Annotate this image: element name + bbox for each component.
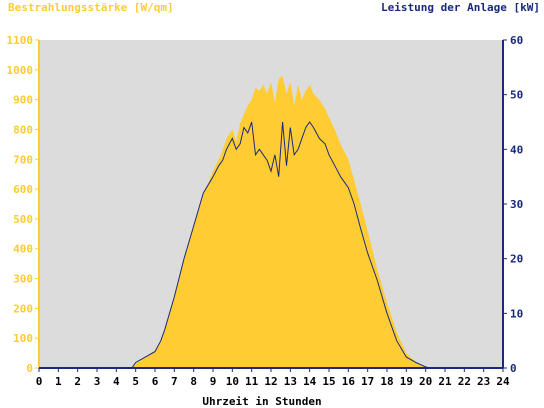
x-tick-label: 7 bbox=[171, 375, 178, 388]
x-tick-label: 1 bbox=[55, 375, 62, 388]
irradiance-area bbox=[39, 75, 503, 369]
x-tick-label: 18 bbox=[380, 375, 393, 388]
x-tick-label: 9 bbox=[210, 375, 217, 388]
right-tick-label: 50 bbox=[510, 89, 523, 102]
left-tick-label: 1100 bbox=[7, 34, 34, 47]
right-tick-label: 20 bbox=[510, 253, 523, 266]
left-tick-label: 300 bbox=[13, 273, 33, 286]
left-tick-label: 100 bbox=[13, 332, 33, 345]
x-tick-label: 5 bbox=[132, 375, 139, 388]
x-tick-label: 15 bbox=[322, 375, 335, 388]
right-tick-label: 30 bbox=[510, 198, 523, 211]
x-tick-label: 6 bbox=[152, 375, 159, 388]
x-tick-label: 0 bbox=[36, 375, 43, 388]
x-tick-label: 8 bbox=[190, 375, 197, 388]
left-tick-label: 900 bbox=[13, 94, 33, 107]
x-tick-label: 14 bbox=[303, 375, 317, 388]
left-tick-label: 400 bbox=[13, 243, 33, 256]
left-tick-label: 800 bbox=[13, 123, 33, 136]
right-tick-label: 10 bbox=[510, 307, 523, 320]
x-tick-label: 12 bbox=[264, 375, 277, 388]
x-tick-label: 19 bbox=[400, 375, 413, 388]
left-tick-label: 200 bbox=[13, 302, 33, 315]
left-tick-label: 0 bbox=[26, 362, 33, 375]
x-tick-label: 16 bbox=[342, 375, 356, 388]
x-axis-title: Uhrzeit in Stunden bbox=[202, 395, 321, 408]
x-tick-label: 11 bbox=[245, 375, 259, 388]
x-tick-label: 20 bbox=[419, 375, 432, 388]
left-tick-label: 700 bbox=[13, 153, 33, 166]
left-tick-label: 500 bbox=[13, 213, 33, 226]
left-tick-label: 600 bbox=[13, 183, 33, 196]
left-tick-label: 1000 bbox=[7, 64, 34, 77]
left-axis-title: Bestrahlungsstärke [W/qm] bbox=[8, 1, 174, 14]
x-tick-label: 17 bbox=[361, 375, 374, 388]
x-tick-label: 3 bbox=[94, 375, 101, 388]
x-tick-label: 22 bbox=[458, 375, 471, 388]
right-tick-label: 0 bbox=[510, 362, 517, 375]
x-tick-label: 24 bbox=[496, 375, 510, 388]
x-tick-label: 10 bbox=[226, 375, 239, 388]
x-tick-label: 21 bbox=[438, 375, 452, 388]
right-tick-label: 40 bbox=[510, 143, 523, 156]
x-tick-label: 23 bbox=[477, 375, 490, 388]
right-tick-label: 60 bbox=[510, 34, 523, 47]
x-tick-label: 13 bbox=[284, 375, 297, 388]
x-tick-label: 4 bbox=[113, 375, 120, 388]
right-axis-title: Leistung der Anlage [kW] bbox=[381, 1, 540, 14]
x-tick-label: 2 bbox=[74, 375, 81, 388]
power-line bbox=[39, 121, 503, 369]
